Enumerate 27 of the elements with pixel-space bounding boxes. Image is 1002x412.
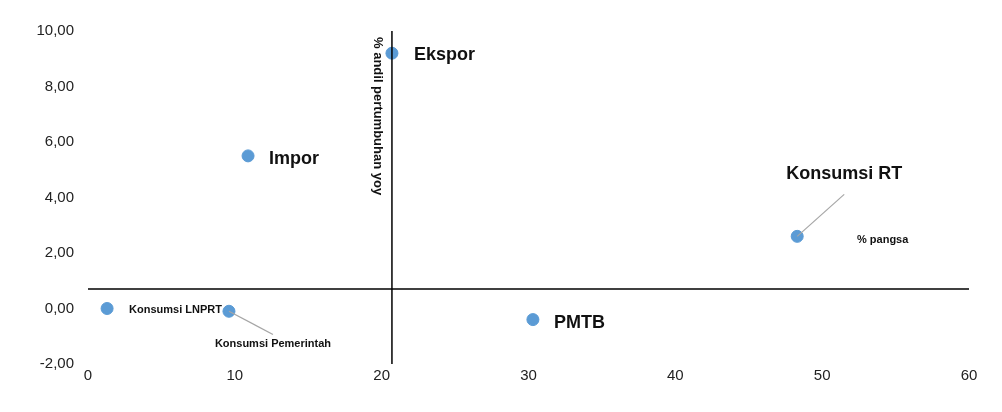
y-tick-label: 10,00 <box>36 21 74 39</box>
annotation: Konsumsi LNPRT <box>129 302 223 315</box>
point <box>222 304 236 318</box>
x-tick-label: 60 <box>960 366 978 384</box>
y-tick-label: -2,00 <box>39 354 74 372</box>
annotation: Ekspor <box>413 44 475 65</box>
y-axis-title: % andil pertumbuhan yoy <box>371 37 387 196</box>
annotation: Impor <box>269 147 320 168</box>
point <box>100 302 114 315</box>
annotation: Konsumsi Pemerintah <box>214 337 332 350</box>
y-tick-label: 6,00 <box>44 132 74 150</box>
x-axis-title: % pangsa <box>857 233 910 246</box>
annotation: Konsumsi RT <box>786 163 903 184</box>
point <box>526 313 540 327</box>
x-tick-label: 10 <box>226 366 244 384</box>
y-tick-label: 0,00 <box>44 298 74 316</box>
point <box>790 229 804 243</box>
x-tick-label: 0 <box>83 366 93 384</box>
y-tick-label: 8,00 <box>44 76 74 94</box>
x-tick-label: 20 <box>373 366 391 384</box>
x-tick-label: 40 <box>666 366 684 384</box>
x-tick-label: 50 <box>813 366 831 384</box>
y-tick-label: 2,00 <box>44 243 74 261</box>
x-tick-label: 30 <box>520 366 537 384</box>
y-tick-label: 4,00 <box>44 187 74 205</box>
point <box>241 149 255 163</box>
annotation: PMTB <box>553 311 605 332</box>
